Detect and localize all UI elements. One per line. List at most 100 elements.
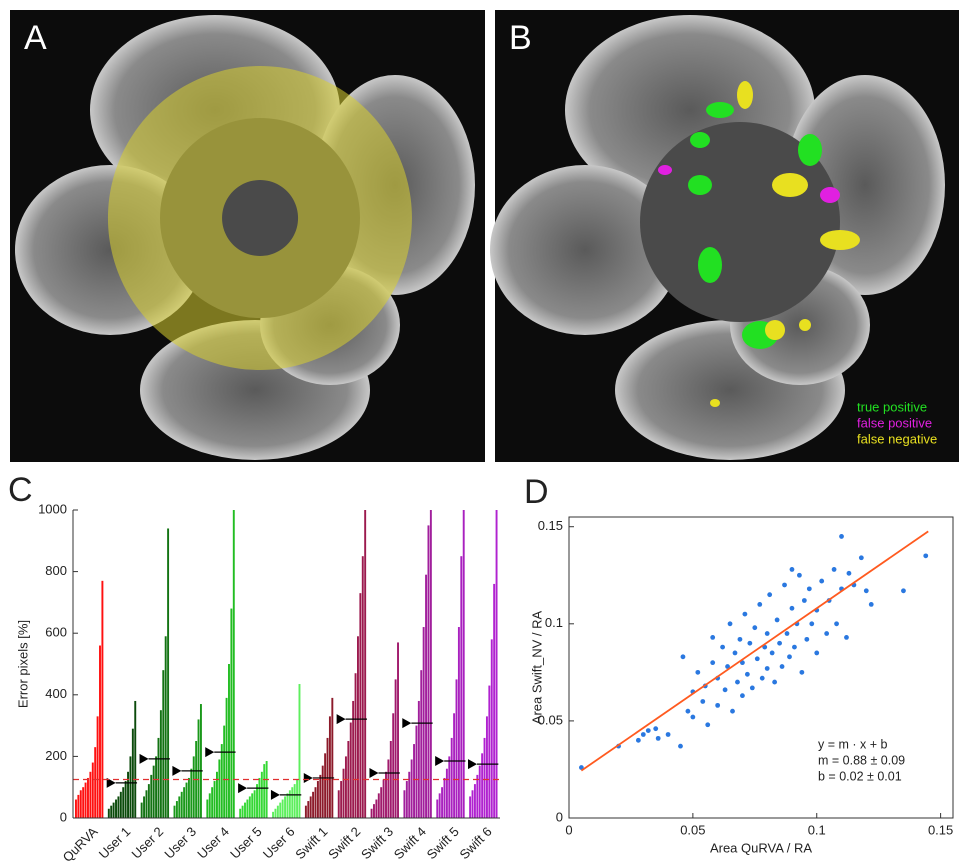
x-tick-label: Swift 2 [325,824,363,862]
bar [357,636,359,818]
bar [87,778,89,818]
mean-marker [468,759,477,769]
y-tick-label: 600 [45,625,67,640]
bar [244,803,246,818]
bar [420,670,422,818]
bar [251,793,253,818]
bar [221,744,223,818]
mean-marker [172,766,181,776]
bar [211,787,213,818]
scatter-point [653,726,658,731]
bar [481,753,483,818]
bar [97,716,99,818]
bar [350,723,352,818]
bar [246,800,248,818]
bar [488,686,490,818]
bar [340,781,342,818]
bar [143,796,145,818]
bar [176,801,178,818]
x-tick-label: User 2 [129,824,167,862]
scatter-point [790,567,795,572]
scatter-point [740,693,745,698]
bar [380,787,382,818]
bar [226,698,228,818]
y-tick-label: 0 [556,809,563,824]
bar [77,795,79,818]
bar [181,792,183,818]
bar [484,738,486,818]
mean-marker [435,756,444,766]
bar [439,793,441,818]
bar [362,556,364,818]
mean-marker [337,714,346,724]
scatter-point [923,553,928,558]
bar [319,775,321,818]
x-tick-label: User 4 [194,824,232,862]
bar [165,636,167,818]
scatter-point [710,635,715,640]
blob [690,132,710,148]
scatter-point [757,602,762,607]
bar [150,775,152,818]
bar [305,806,307,818]
scatter-point [742,612,747,617]
scatter-point [738,637,743,642]
bar [134,701,136,818]
bar [256,784,258,818]
panel-label: B [509,19,532,57]
bar [101,581,103,818]
bar [392,713,394,818]
scatter-point [790,606,795,611]
bar [385,772,387,818]
scatter-point [797,573,802,578]
bar [214,781,216,818]
bar [472,790,474,818]
scatter-point [772,680,777,685]
scatter-point [839,534,844,539]
bar [479,766,481,818]
y-axis-label: Error pixels [%] [15,620,30,708]
bar [403,790,405,818]
scatter-point [636,738,641,743]
bar [258,778,260,818]
bar [80,790,82,818]
scatter-point [775,618,780,623]
scatter-point [690,715,695,720]
bar [408,772,410,818]
scatter-point [832,567,837,572]
bar [378,793,380,818]
scatter-point [678,744,683,749]
x-tick-label: 0.05 [680,822,705,837]
scatter-point [767,592,772,597]
bar [99,646,101,818]
bar [282,800,284,818]
bar [153,766,155,818]
blob [765,320,785,340]
bar [395,679,397,818]
bar [239,809,241,818]
bar [75,800,77,818]
bar [355,673,357,818]
bar [223,726,225,818]
bar [127,772,129,818]
bar [451,738,453,818]
scatter-point [730,709,735,714]
bar [279,803,281,818]
scatter-point [770,651,775,656]
scatter-point [681,654,686,659]
scatter-point [700,699,705,704]
bar [371,809,373,818]
x-tick-label: Swift 1 [292,824,330,862]
scatter-point [847,571,852,576]
scatter-point [859,555,864,560]
bar [441,787,443,818]
scatter-point [901,588,906,593]
blob [820,187,840,203]
bar [428,525,430,818]
mean-marker [402,718,411,728]
bar [406,781,408,818]
bar [359,593,361,818]
scatter-point [760,676,765,681]
bar [469,796,471,818]
bar [160,710,162,818]
